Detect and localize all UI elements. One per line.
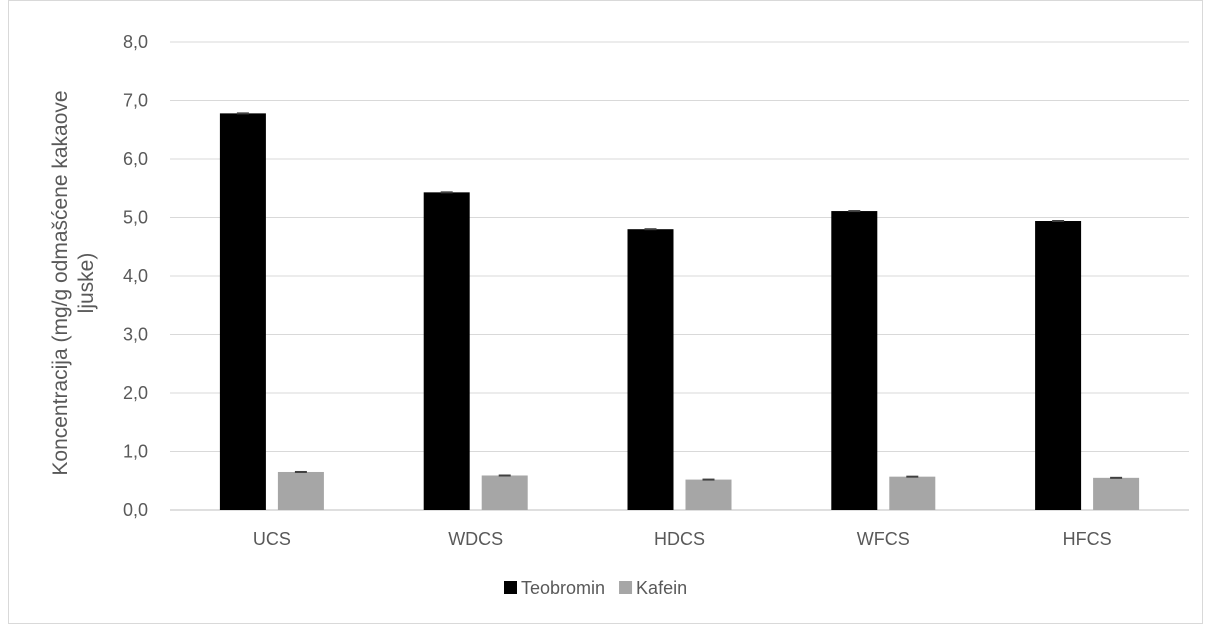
y-tick-label: 2,0: [123, 383, 148, 403]
y-tick-label: 0,0: [123, 500, 148, 520]
y-tick-label: 7,0: [123, 91, 148, 111]
y-tick-label: 5,0: [123, 208, 148, 228]
chart-frame: [8, 0, 1203, 624]
x-tick-label: UCS: [253, 529, 291, 549]
bar-kafein-hfcs: [1093, 477, 1140, 510]
y-tick-label: 3,0: [123, 325, 148, 345]
legend-label: Teobromin: [521, 578, 605, 598]
bars: [219, 112, 1140, 511]
bar-kafein-wfcs: [889, 476, 936, 510]
y-tick-label: 1,0: [123, 442, 148, 462]
y-axis-title-line-1: Koncentracija (mg/g odmašćene kakaove: [49, 90, 72, 475]
x-tick-label: WFCS: [857, 529, 910, 549]
bar-kafein-hdcs: [685, 479, 732, 510]
bar-kafein-ucs: [277, 471, 324, 510]
legend-swatch: [504, 581, 517, 594]
y-tick-label: 8,0: [123, 32, 148, 52]
bar-teobromin-ucs: [219, 113, 266, 511]
bar-kafein-wdcs: [481, 475, 528, 510]
legend-swatch: [619, 581, 633, 594]
x-tick-labels: UCS WDCS HDCS WFCS HFCS: [253, 529, 1112, 549]
y-tick-labels: 0,0 1,0 2,0 3,0 4,0 5,0 6,0 7,0 8,0: [123, 32, 148, 520]
gridlines: [170, 41, 1189, 511]
x-tick-label: HFCS: [1063, 529, 1112, 549]
legend-label: Kafein: [636, 578, 687, 598]
bar-teobromin-hdcs: [627, 229, 674, 510]
bar-teobromin-wdcs: [423, 192, 470, 510]
bar-teobromin-hfcs: [1035, 221, 1082, 510]
y-axis-title: Koncentracija (mg/g odmašćene kakaove lj…: [49, 90, 98, 475]
legend: Teobromin Kafein: [504, 578, 687, 598]
y-tick-label: 6,0: [123, 149, 148, 169]
y-tick-label: 4,0: [123, 266, 148, 286]
y-axis-title-line-2: ljuske): [75, 253, 98, 314]
x-tick-label: WDCS: [448, 529, 503, 549]
x-tick-label: HDCS: [654, 529, 705, 549]
bar-teobromin-wfcs: [831, 211, 878, 510]
